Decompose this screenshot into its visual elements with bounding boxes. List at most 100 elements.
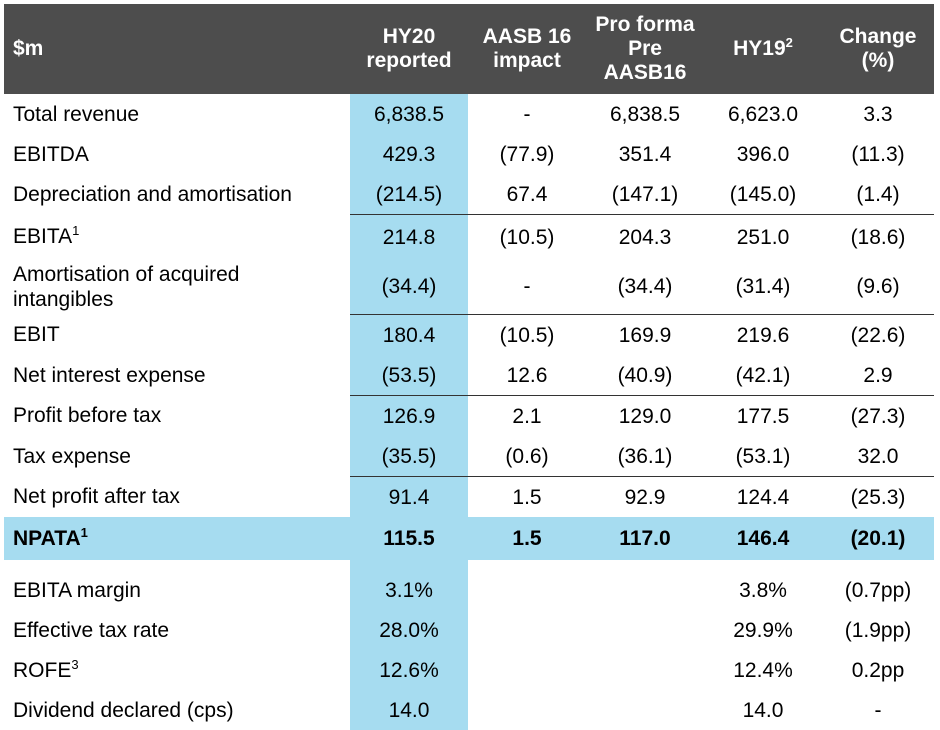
cell-hy20: (53.5) [350, 355, 468, 396]
cell-change: 0.2pp [851, 658, 905, 682]
cell-hy20: 91.4 [350, 476, 468, 517]
cell-pro-forma: 169.9 [586, 314, 704, 355]
cell-hy20: 180.4 [350, 314, 468, 355]
cell-hy19: (53.1) [735, 444, 791, 468]
cell-pro-forma: 204.3 [586, 214, 704, 259]
cell-hy20: (214.5) [350, 174, 468, 215]
table-row: EBITA1 214.8 (10.5) 204.3 251.0 (18.6) [4, 214, 934, 259]
cell-hy19: 14.0 [742, 698, 784, 722]
table-row: ROFE3 12.6% 12.4% 0.2pp [4, 650, 934, 690]
header-change: Change (%) [822, 4, 934, 94]
spacer-row [4, 560, 934, 570]
cell-hy19: 3.8% [739, 578, 787, 602]
table-row: Depreciation and amortisation (214.5) 67… [4, 174, 934, 215]
cell-change: (1.9pp) [844, 618, 912, 642]
row-label: Total revenue [13, 102, 140, 126]
cell-hy19: 6,623.0 [727, 102, 799, 126]
header-hy20-reported: HY20 reported [350, 4, 468, 94]
cell-pro-forma: 117.0 [586, 517, 704, 560]
cell-hy19: (31.4) [735, 275, 791, 298]
row-label: Profit before tax [13, 404, 162, 428]
row-label: Amortisation of acquired intangibles [13, 262, 240, 311]
cell-aasb16: - [523, 102, 531, 126]
cell-pro-forma: (36.1) [617, 444, 673, 468]
cell-hy20: 115.5 [350, 517, 468, 560]
table-row: EBITA margin 3.1% 3.8% (0.7pp) [4, 570, 934, 610]
cell-change: (27.3) [822, 395, 934, 436]
cell-hy19: 219.6 [704, 314, 822, 355]
cell-hy19: 396.0 [736, 142, 790, 166]
cell-aasb16: 12.6 [506, 363, 548, 387]
cell-change: (0.7pp) [844, 578, 912, 602]
cell-hy19: (42.1) [735, 363, 791, 387]
row-label: EBIT [13, 323, 60, 347]
financial-table: $m HY20 reported AASB 16 impact Pro forma P… [4, 4, 934, 730]
cell-change: (20.1) [822, 517, 934, 560]
cell-change: - [874, 698, 882, 722]
header-hy19: HY192 [704, 4, 822, 94]
cell-hy20: 14.0 [350, 690, 468, 730]
table-row: Total revenue 6,838.5 - 6,838.5 6,623.0 … [4, 94, 934, 134]
table-row: Effective tax rate 28.0% 29.9% (1.9pp) [4, 610, 934, 650]
cell-pro-forma: 351.4 [618, 142, 672, 166]
cell-pro-forma: (147.1) [611, 182, 679, 206]
row-label: Net interest expense [13, 363, 206, 387]
cell-pro-forma: 129.0 [586, 395, 704, 436]
cell-aasb16: 1.5 [468, 517, 586, 560]
table-row: Net interest expense (53.5) 12.6 (40.9) … [4, 355, 934, 396]
cell-aasb16 [468, 650, 586, 690]
cell-pro-forma [586, 610, 704, 650]
table-row: Profit before tax 126.9 2.1 129.0 177.5 … [4, 395, 934, 436]
cell-hy20: (35.5) [350, 436, 468, 477]
header-units: $m [4, 4, 350, 94]
cell-pro-forma [586, 650, 704, 690]
table-row: Tax expense (35.5) (0.6) (36.1) (53.1) 3… [4, 436, 934, 477]
cell-hy19: 29.9% [733, 618, 793, 642]
table-row-npata: NPATA1 115.5 1.5 117.0 146.4 (20.1) [4, 517, 934, 560]
financial-summary: $m HY20 reported AASB 16 impact Pro forma P… [4, 4, 934, 730]
cell-change: (1.4) [856, 182, 900, 206]
cell-pro-forma: 6,838.5 [609, 102, 681, 126]
row-label: Tax expense [13, 444, 131, 468]
cell-change: (11.3) [851, 142, 905, 166]
row-label: Net profit after tax [13, 485, 180, 509]
row-label: EBITA margin [13, 578, 141, 602]
cell-hy19: 12.4% [733, 658, 793, 682]
cell-hy20: 6,838.5 [350, 94, 468, 134]
cell-pro-forma: (34.4) [617, 275, 673, 298]
table-row: EBITDA 429.3 (77.9) 351.4 396.0 (11.3) [4, 134, 934, 174]
cell-aasb16: (77.9) [499, 142, 555, 166]
cell-hy19: (145.0) [729, 182, 797, 206]
table-row: EBIT 180.4 (10.5) 169.9 219.6 (22.6) [4, 314, 934, 355]
row-label: Effective tax rate [13, 618, 170, 642]
header-row: $m HY20 reported AASB 16 impact Pro forma P… [4, 4, 934, 94]
cell-pro-forma [586, 570, 704, 610]
cell-change: 32.0 [857, 444, 899, 468]
cell-pro-forma [586, 690, 704, 730]
row-label: EBITA1 [13, 223, 80, 249]
cell-aasb16: (10.5) [468, 214, 586, 259]
row-label: ROFE3 [13, 656, 79, 682]
cell-aasb16 [468, 570, 586, 610]
cell-hy20: (34.4) [350, 259, 468, 315]
cell-pro-forma: 92.9 [586, 476, 704, 517]
cell-hy20: 214.8 [350, 214, 468, 259]
cell-aasb16: - [523, 275, 531, 298]
cell-pro-forma: (40.9) [617, 363, 673, 387]
row-label: Depreciation and amortisation [13, 182, 292, 206]
cell-hy19: 177.5 [704, 395, 822, 436]
table-row: Amortisation of acquired intangibles (34.… [4, 259, 934, 315]
cell-hy20: 126.9 [350, 395, 468, 436]
cell-hy19: 251.0 [704, 214, 822, 259]
cell-change: (9.6) [856, 275, 900, 298]
cell-aasb16 [468, 690, 586, 730]
cell-aasb16: (0.6) [505, 444, 549, 468]
row-label: EBITDA [13, 142, 89, 166]
cell-hy20: 28.0% [350, 610, 468, 650]
cell-aasb16: 67.4 [506, 182, 548, 206]
table-row: Net profit after tax 91.4 1.5 92.9 124.4… [4, 476, 934, 517]
cell-aasb16: (10.5) [468, 314, 586, 355]
cell-change: 3.3 [863, 102, 893, 126]
cell-aasb16 [468, 610, 586, 650]
header-pro-forma: Pro forma Pre AASB16 [586, 4, 704, 94]
